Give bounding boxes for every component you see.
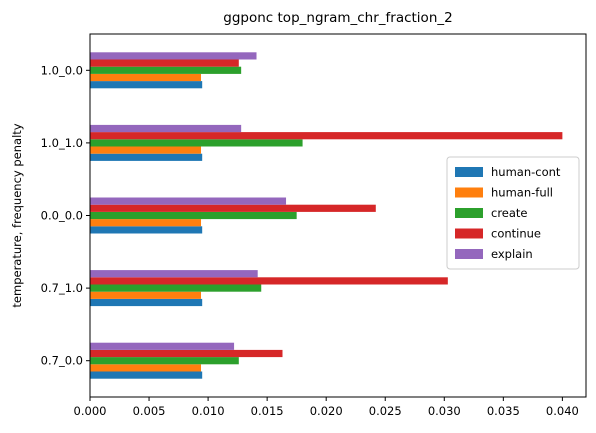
bar-human-full-1.0_0.0 bbox=[90, 73, 202, 82]
bar-explain-1.0_1.0 bbox=[90, 124, 242, 133]
bar-create-0.0_0.0 bbox=[90, 211, 297, 220]
bar-continue-0.0_0.0 bbox=[90, 204, 376, 212]
bar-explain-1.0_0.0 bbox=[90, 52, 257, 60]
y-axis-ticks: 0.7_0.0 0.7_1.0 0.0_0.0 1.0_1.0 1.0_0.0 bbox=[41, 63, 90, 368]
y-tick-label: 1.0_0.0 bbox=[41, 63, 83, 77]
x-tick-label: 0.005 bbox=[133, 404, 166, 418]
legend-label-explain: explain bbox=[491, 247, 533, 261]
bar-explain-0.7_1.0 bbox=[90, 270, 258, 278]
x-tick-label: 0.020 bbox=[310, 404, 343, 418]
x-tick-label: 0.015 bbox=[251, 404, 284, 418]
legend-frame bbox=[446, 156, 580, 270]
bar-human-full-0.0_0.0 bbox=[90, 219, 202, 227]
legend: human-cont human-full create continue explai… bbox=[446, 156, 580, 270]
bar-continue-1.0_1.0 bbox=[90, 132, 563, 140]
legend-label-create: create bbox=[491, 206, 528, 220]
y-axis-label: temperature, frequency penalty bbox=[10, 123, 24, 307]
bar-create-0.7_1.0 bbox=[90, 284, 262, 292]
bar-explain-0.7_0.0 bbox=[90, 342, 235, 350]
legend-swatch-human-cont bbox=[455, 167, 483, 177]
legend-swatch-explain bbox=[455, 249, 483, 259]
x-tick-label: 0.035 bbox=[487, 404, 520, 418]
legend-label-human-cont: human-cont bbox=[491, 165, 561, 179]
bar-human-full-0.7_1.0 bbox=[90, 291, 202, 299]
bar-human-full-0.7_0.0 bbox=[90, 364, 202, 372]
bar-human-cont-0.0_0.0 bbox=[90, 226, 203, 234]
bar-create-0.7_0.0 bbox=[90, 357, 239, 365]
y-tick-label: 0.7_1.0 bbox=[41, 281, 83, 295]
y-tick-label: 0.7_0.0 bbox=[41, 354, 83, 368]
x-tick-label: 0.025 bbox=[369, 404, 402, 418]
legend-swatch-continue bbox=[455, 228, 483, 239]
bar-create-1.0_1.0 bbox=[90, 139, 303, 147]
bar-human-full-1.0_1.0 bbox=[90, 146, 202, 154]
legend-swatch-create bbox=[455, 208, 483, 218]
x-tick-label: 0.040 bbox=[546, 404, 579, 418]
x-tick-label: 0.000 bbox=[74, 404, 107, 418]
bar-continue-0.7_0.0 bbox=[90, 349, 283, 358]
x-tick-label: 0.030 bbox=[428, 404, 461, 418]
bar-human-cont-0.7_1.0 bbox=[90, 298, 203, 307]
bar-human-cont-0.7_0.0 bbox=[90, 371, 203, 379]
legend-label-continue: continue bbox=[491, 227, 541, 241]
chart-title: ggponc top_ngram_chr_fraction_2 bbox=[223, 10, 452, 26]
legend-label-human-full: human-full bbox=[491, 186, 553, 200]
bar-human-cont-1.0_1.0 bbox=[90, 153, 203, 161]
x-tick-label: 0.010 bbox=[192, 404, 225, 418]
bar-continue-0.7_1.0 bbox=[90, 277, 448, 285]
bar-create-1.0_0.0 bbox=[90, 66, 242, 74]
y-tick-label: 0.0_0.0 bbox=[41, 209, 83, 223]
bars-group bbox=[90, 52, 563, 379]
legend-swatch-human-full bbox=[455, 187, 483, 198]
y-tick-label: 1.0_1.0 bbox=[41, 136, 83, 150]
bar-explain-0.0_0.0 bbox=[90, 197, 287, 205]
bar-continue-1.0_0.0 bbox=[90, 59, 239, 67]
x-axis-ticks: 0.000 0.005 0.010 0.015 0.020 0.025 0.030 0.035… bbox=[74, 397, 579, 418]
bar-human-cont-1.0_0.0 bbox=[90, 81, 203, 89]
